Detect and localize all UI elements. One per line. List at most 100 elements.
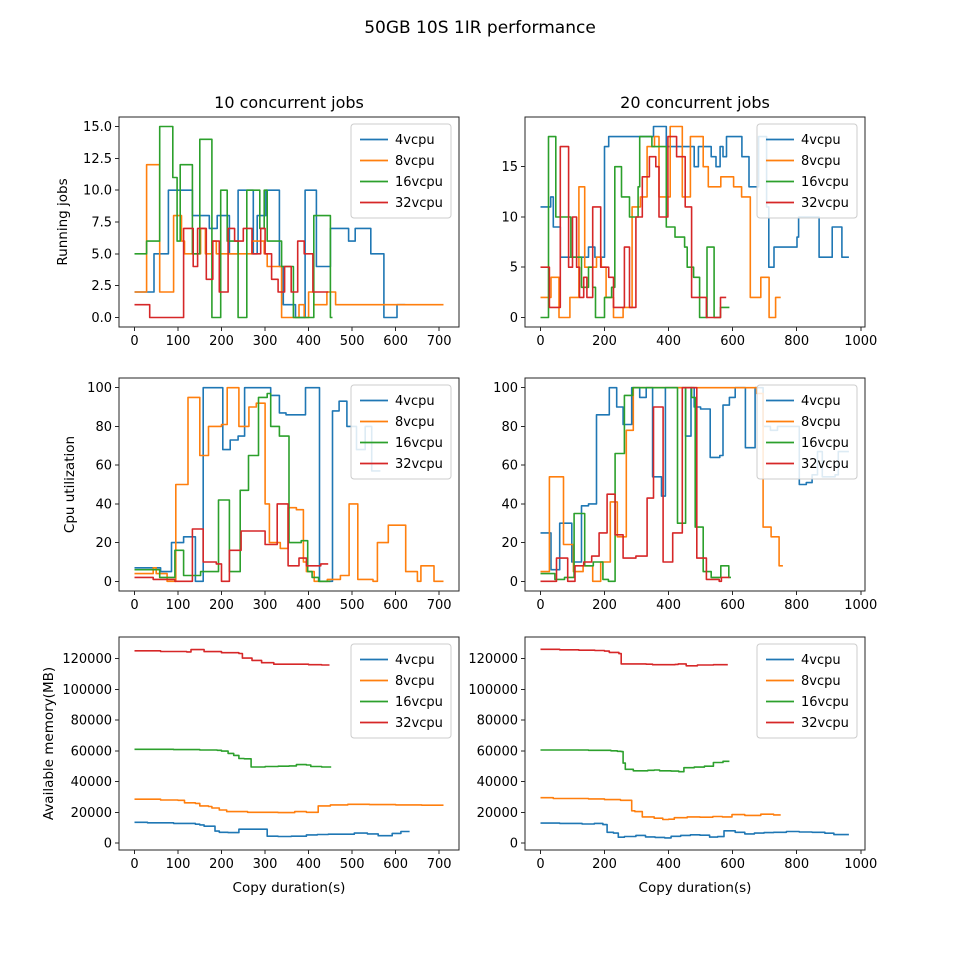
running-jobs-20-legend: 4vcpu 8vcpu 16vcpu 32vcpu [756,123,858,219]
y-ticks: 0 20 40 60 80 100 [493,381,525,590]
y-tick-label: 40 [95,497,112,512]
figure-title: 50GB 10S 1IR performance [364,18,596,38]
legend-label-16vcpu: 16vcpu [801,695,849,710]
axes-frame [524,377,866,592]
subplot-running-jobs-10: 0 100 200 300 400 500 600 700 0.0 2.5 5.0 7.5 10.0 12… [55,93,460,349]
axes-frame [524,636,866,851]
available-memory-10-4vcpu-line [134,821,410,838]
legend-label-32vcpu: 32vcpu [801,196,849,211]
x-tick-label: 800 [784,857,809,872]
x-tick-label: 600 [720,598,745,613]
x-tick-label: 400 [296,857,321,872]
y-tick-label: 0.0 [91,311,112,326]
legend-label-8vcpu: 8vcpu [395,674,435,689]
x-tick-label: 600 [383,598,408,613]
legend-label-4vcpu: 4vcpu [395,394,435,409]
y-axis-label: Running jobs [55,178,71,265]
axes-frame [118,636,460,851]
x-tick-label: 1000 [844,857,877,872]
subplot-available-memory-20: 0 200 400 600 800 1000 0 20000 40000 60000 80000 10… [468,636,877,896]
y-tick-label: 120000 [468,652,518,667]
x-tick-label: 800 [784,598,809,613]
y-tick-label: 5.0 [91,247,112,262]
x-tick-label: 0 [536,857,544,872]
legend-label-8vcpu: 8vcpu [801,154,841,169]
y-tick-label: 0 [510,311,518,326]
x-ticks: 0 200 400 600 800 1000 [536,591,877,613]
subplot-running-jobs-20: 0 200 400 600 800 1000 0 5 10 15 20 concurrent job… [501,93,877,349]
y-tick-label: 40000 [477,775,518,790]
y-ticks: 0 20 40 60 80 100 [87,381,119,590]
y-ticks: 0.0 2.5 5.0 7.5 10.0 12.5 15.0 [83,120,119,326]
running-jobs-10-16vcpu-line [134,125,333,319]
y-tick-label: 100 [493,381,518,396]
legend-label-8vcpu: 8vcpu [395,415,435,430]
subplot-available-memory-10: 0 100 200 300 400 500 600 700 0 20000 40000 60000 80… [41,636,460,896]
available-memory-20-16vcpu-line [540,749,730,773]
legend-label-16vcpu: 16vcpu [801,175,849,190]
cpu-utilization-10-32vcpu-line [134,503,329,583]
y-tick-label: 20 [95,536,112,551]
cpu-utilization-10-4vcpu-line [134,386,381,583]
cpu-utilization-20-32vcpu-line [540,386,730,583]
legend-label-16vcpu: 16vcpu [395,436,443,451]
cpu-utilization-20-16vcpu-line [540,386,731,583]
x-tick-label: 700 [427,334,452,349]
y-tick-label: 100000 [468,683,518,698]
x-tick-label: 200 [209,857,234,872]
running-jobs-20-32vcpu-line [540,135,727,319]
y-tick-label: 100000 [62,683,112,698]
subplot-cpu-utilization-10: 0 100 200 300 400 500 600 700 0 20 40 60 80 100 Cpu ut… [62,377,460,613]
y-tick-label: 60000 [477,744,518,759]
available-memory-20-legend: 4vcpu 8vcpu 16vcpu 32vcpu [756,643,858,739]
x-ticks: 0 100 200 300 400 500 600 700 [130,591,452,613]
available-memory-10-legend: 4vcpu 8vcpu 16vcpu 32vcpu [350,643,452,739]
x-tick-label: 100 [166,598,191,613]
x-tick-label: 100 [166,857,191,872]
y-axis-label: Cpu utilization [62,436,78,533]
x-tick-label: 400 [296,598,321,613]
legend-label-32vcpu: 32vcpu [395,196,443,211]
y-tick-label: 80 [501,420,518,435]
x-ticks: 0 200 400 600 800 1000 [536,327,877,349]
x-tick-label: 600 [720,857,745,872]
available-memory-20-4vcpu-line [540,822,849,839]
x-tick-label: 300 [253,598,278,613]
available-memory-10-32vcpu-line [134,648,330,666]
x-tick-label: 0 [536,334,544,349]
y-tick-label: 0 [510,575,518,590]
x-tick-label: 600 [383,857,408,872]
x-tick-label: 100 [166,334,191,349]
x-ticks: 0 100 200 300 400 500 600 700 [130,327,452,349]
x-tick-label: 700 [427,857,452,872]
x-tick-label: 0 [130,598,138,613]
y-tick-label: 12.5 [83,152,112,167]
running-jobs-20-8vcpu-line [540,125,781,319]
y-tick-label: 10 [501,210,518,225]
legend-label-4vcpu: 4vcpu [801,133,841,148]
running-jobs-10-4vcpu-line [134,189,406,319]
y-tick-label: 80000 [477,714,518,729]
legend-label-16vcpu: 16vcpu [395,175,443,190]
available-memory-10-8vcpu-line [134,798,444,814]
legend-label-32vcpu: 32vcpu [395,716,443,731]
y-tick-label: 10.0 [83,184,112,199]
y-tick-label: 0 [104,837,112,852]
x-tick-label: 500 [340,334,365,349]
y-tick-label: 5 [510,261,518,276]
y-axis-label: Available memory(MB) [41,667,57,820]
x-tick-label: 200 [592,857,617,872]
cpu-utilization-20-8vcpu-line [540,386,783,583]
cpu-utilization-10-legend: 4vcpu 8vcpu 16vcpu 32vcpu [350,384,452,480]
x-tick-label: 200 [592,334,617,349]
x-tick-label: 1000 [844,334,877,349]
x-tick-label: 400 [656,598,681,613]
x-tick-label: 400 [656,334,681,349]
axes-frame [524,116,866,328]
x-ticks: 0 200 400 600 800 1000 [536,850,877,872]
x-tick-label: 800 [784,334,809,349]
running-jobs-10-32vcpu-line [134,227,329,319]
x-tick-label: 0 [536,598,544,613]
x-ticks: 0 100 200 300 400 500 600 700 [130,850,452,872]
